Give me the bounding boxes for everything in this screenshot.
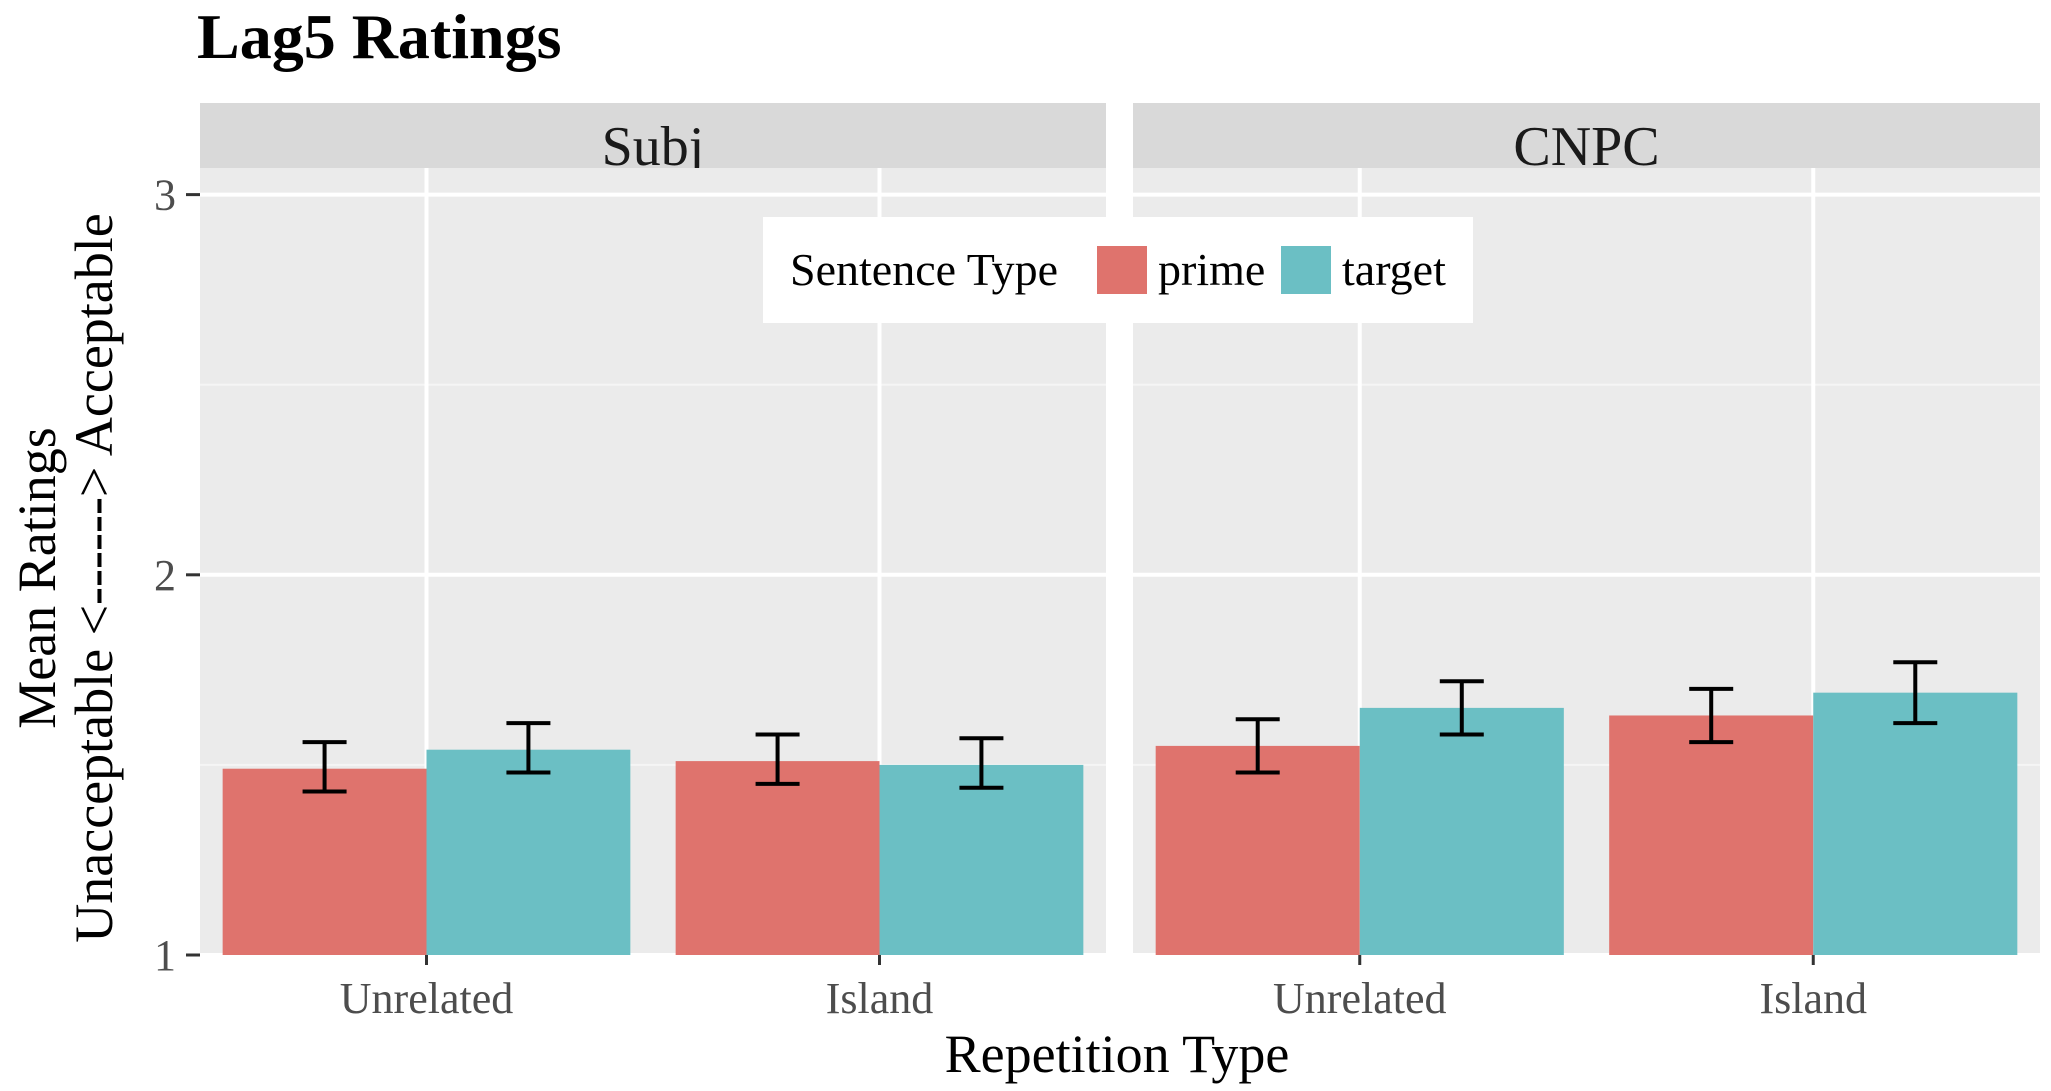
y-axis-title-line1: Unacceptable <------> Acceptable: [64, 213, 124, 942]
x-axis-title: Repetition Type: [945, 1024, 1290, 1084]
y-tick-label: 1: [154, 931, 176, 980]
legend-swatch-prime: [1097, 246, 1147, 294]
y-axis-title-line2: Mean Ratings: [7, 427, 67, 728]
facet-panels: Subj CNPC: [200, 103, 2040, 957]
facet-strip-label: CNPC: [1513, 116, 1659, 178]
facet-panel-subj: Subj: [200, 103, 1106, 957]
bar-prime-unrelated: [222, 768, 427, 955]
legend-swatch-target: [1281, 246, 1331, 294]
x-tick-label: Unrelated: [340, 974, 513, 1023]
bar-prime-island: [675, 761, 880, 955]
bar-target-unrelated: [426, 749, 631, 955]
legend-label-prime: prime: [1158, 244, 1265, 295]
legend-title: Sentence Type: [790, 244, 1058, 295]
x-tick-label: Unrelated: [1273, 974, 1446, 1023]
bar-target-island: [879, 764, 1084, 955]
bar-target-unrelated: [1359, 707, 1564, 955]
legend-label-target: target: [1342, 244, 1446, 295]
x-axis: Unrelated Island Unrelated Island: [340, 955, 1867, 1023]
legend: Sentence Type prime target: [763, 217, 1473, 323]
facet-panel-cnpc: CNPC: [1133, 103, 2040, 957]
bar-prime-unrelated: [1155, 745, 1360, 955]
y-tick-label: 2: [154, 551, 176, 600]
x-tick-label: Island: [1759, 974, 1867, 1023]
y-axis: 1 2 3: [154, 171, 200, 980]
x-tick-label: Island: [826, 974, 934, 1023]
bar-prime-island: [1609, 715, 1814, 955]
facet-strip-label: Subj: [602, 116, 705, 178]
chart-title: Lag5 Ratings: [197, 1, 562, 72]
bar-target-island: [1813, 692, 2018, 955]
y-tick-label: 3: [154, 171, 176, 220]
